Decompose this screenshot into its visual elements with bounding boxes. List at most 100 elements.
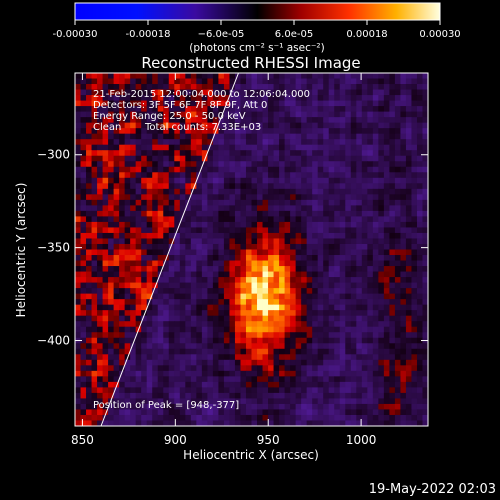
heatmap-cell	[301, 155, 308, 162]
heatmap-cell	[201, 100, 208, 107]
heatmap-cell	[91, 354, 98, 361]
heatmap-cell	[367, 73, 374, 79]
heatmap-cell	[75, 117, 81, 124]
heatmap-cell	[328, 216, 335, 223]
heatmap-cell	[279, 161, 285, 168]
heatmap-cell	[262, 95, 269, 101]
heatmap-cell	[240, 106, 247, 113]
heatmap-cell	[168, 376, 175, 383]
heatmap-cell	[163, 376, 170, 383]
heatmap-cell	[317, 117, 324, 124]
heatmap-cell	[146, 73, 153, 79]
heatmap-cell	[245, 354, 252, 361]
heatmap-cell	[372, 78, 379, 85]
heatmap-cell	[306, 354, 313, 361]
heatmap-cell	[389, 304, 396, 311]
heatmap-cell	[350, 133, 357, 140]
heatmap-cell	[301, 348, 308, 355]
heatmap-cell	[168, 227, 175, 234]
heatmap-cell	[91, 403, 98, 410]
heatmap-cell	[328, 194, 335, 201]
heatmap-cell	[163, 172, 170, 179]
heatmap-cell	[361, 117, 368, 124]
heatmap-cell	[317, 144, 324, 151]
heatmap-cell	[383, 161, 390, 168]
heatmap-cell	[97, 100, 103, 107]
heatmap-cell	[135, 376, 142, 383]
heatmap-cell	[124, 216, 131, 223]
heatmap-cell	[108, 343, 115, 350]
heatmap-cell	[339, 238, 346, 245]
heatmap-cell	[262, 155, 269, 162]
heatmap-cell	[334, 403, 341, 410]
heatmap-cell	[251, 321, 258, 328]
heatmap-cell	[196, 144, 203, 151]
heatmap-cell	[135, 232, 142, 239]
heatmap-cell	[367, 376, 374, 383]
heatmap-cell	[312, 133, 319, 140]
heatmap-cell	[251, 144, 258, 151]
heatmap-cell	[400, 392, 407, 399]
heatmap-cell	[201, 403, 208, 410]
heatmap-cell	[367, 343, 374, 350]
heatmap-cell	[350, 370, 357, 377]
heatmap-cell	[383, 205, 390, 212]
heatmap-cell	[284, 205, 291, 212]
heatmap-cell	[317, 183, 324, 190]
heatmap-cell	[141, 84, 148, 90]
heatmap-cell	[411, 332, 418, 339]
heatmap-cell	[245, 199, 252, 206]
heatmap-cell	[372, 128, 379, 135]
heatmap-cell	[416, 216, 423, 223]
heatmap-cell	[312, 111, 319, 118]
heatmap-cell	[334, 227, 341, 234]
heatmap-cell	[179, 266, 186, 272]
heatmap-cell	[416, 227, 423, 234]
heatmap-cell	[295, 155, 302, 162]
heatmap-cell	[279, 232, 285, 239]
heatmap-cell	[141, 161, 148, 168]
heatmap-cell	[240, 232, 247, 239]
heatmap-cell	[400, 409, 407, 416]
heatmap-cell	[306, 337, 313, 344]
heatmap-cell	[328, 387, 335, 394]
heatmap-cell	[163, 354, 170, 361]
heatmap-cell	[405, 205, 412, 212]
heatmap-cell	[234, 359, 241, 366]
heatmap-cell	[223, 255, 230, 261]
heatmap-cell	[212, 166, 219, 173]
heatmap-cell	[97, 249, 103, 256]
heatmap-cell	[405, 221, 412, 228]
heatmap-cell	[361, 133, 368, 140]
heatmap-cell	[279, 414, 285, 421]
heatmap-cell	[108, 232, 115, 239]
heatmap-cell	[163, 106, 170, 113]
heatmap-cell	[91, 155, 98, 162]
x-tick-label: 950	[257, 433, 280, 447]
heatmap-cell	[190, 348, 197, 355]
heatmap-cell	[207, 205, 214, 212]
heatmap-cell	[229, 210, 236, 217]
heatmap-cell	[75, 321, 81, 328]
heatmap-cell	[262, 210, 269, 217]
heatmap-cell	[119, 78, 126, 85]
heatmap-cell	[339, 155, 346, 162]
heatmap-cell	[179, 73, 186, 79]
heatmap-cell	[218, 359, 225, 366]
heatmap-cell	[245, 232, 252, 239]
heatmap-cell	[389, 89, 396, 96]
heatmap-cell	[229, 299, 236, 306]
heatmap-cell	[234, 304, 241, 311]
heatmap-cell	[317, 155, 324, 162]
heatmap-cell	[163, 299, 170, 306]
heatmap-cell	[245, 304, 252, 311]
heatmap-cell	[218, 150, 225, 157]
heatmap-cell	[328, 310, 335, 317]
heatmap-cell	[273, 299, 280, 306]
heatmap-cell	[279, 89, 285, 96]
heatmap-cell	[257, 111, 263, 118]
heatmap-cell	[97, 128, 103, 135]
heatmap-cell	[383, 133, 390, 140]
heatmap-cell	[190, 403, 197, 410]
heatmap-cell	[268, 376, 274, 383]
